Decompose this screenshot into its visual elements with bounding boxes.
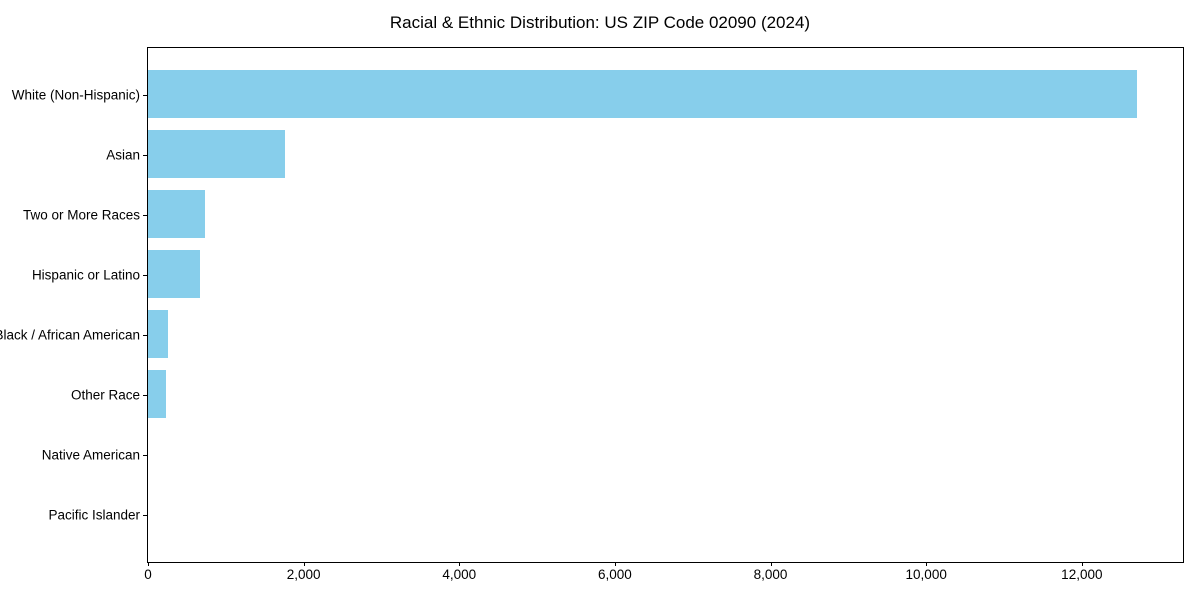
y-tick-mark — [143, 95, 147, 97]
x-tick-mark — [614, 562, 616, 566]
x-tick-mark — [1081, 562, 1083, 566]
x-tick-label-6000: 6,000 — [598, 567, 632, 582]
y-tick-mark — [143, 514, 147, 516]
bar-white-non-hispanic — [148, 70, 1138, 119]
y-tick-label-native-american: Native American — [41, 447, 140, 463]
bar-hispanic-or-latino — [148, 250, 201, 298]
x-tick-mark — [770, 562, 772, 566]
plot-area — [147, 47, 1184, 563]
x-tick-label-0: 0 — [144, 567, 152, 582]
y-tick-mark — [143, 155, 147, 157]
y-tick-mark — [143, 215, 147, 217]
x-tick-label-8000: 8,000 — [753, 567, 788, 582]
y-tick-label-black-african-american: Black / African American — [0, 327, 140, 343]
y-tick-mark — [143, 334, 147, 336]
bar-two-or-more-races — [148, 190, 205, 239]
y-tick-mark — [143, 454, 147, 456]
x-tick-mark — [148, 562, 149, 566]
x-tick-mark — [459, 562, 461, 566]
y-tick-label-other-race: Other Race — [70, 387, 140, 403]
y-tick-mark — [143, 275, 147, 277]
bar-asian — [148, 130, 285, 179]
y-tick-mark — [143, 394, 147, 396]
x-tick-mark — [303, 562, 305, 566]
y-tick-label-hispanic-or-latino: Hispanic or Latino — [31, 267, 140, 283]
chart-title: Racial & Ethnic Distribution: US ZIP Cod… — [389, 13, 811, 32]
x-tick-mark — [926, 562, 928, 566]
x-tick-label-10000: 10,000 — [905, 567, 947, 582]
bar-other-race — [148, 369, 166, 418]
y-tick-label-two-or-more-races: Two or More Races — [22, 207, 140, 223]
x-tick-label-2000: 2,000 — [286, 567, 321, 582]
y-tick-label-white-non-hispanic: White (Non-Hispanic) — [11, 87, 140, 103]
y-tick-label-asian: Asian — [106, 147, 140, 163]
bar-black-african-american — [148, 309, 169, 358]
x-tick-label-4000: 4,000 — [442, 567, 477, 582]
y-tick-label-pacific-islander: Pacific Islander — [48, 507, 140, 523]
x-tick-label-12000: 12,000 — [1061, 567, 1103, 582]
